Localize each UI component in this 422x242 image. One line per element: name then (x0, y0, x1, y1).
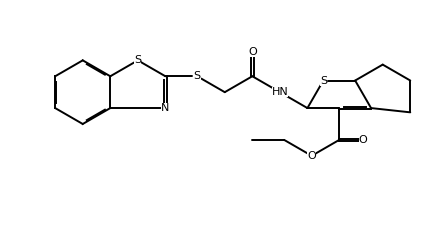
Text: N: N (161, 103, 170, 113)
Text: S: S (134, 55, 141, 65)
Text: O: O (359, 135, 368, 145)
Text: O: O (307, 151, 316, 161)
Text: HN: HN (271, 87, 288, 97)
Text: S: S (194, 71, 201, 81)
Text: O: O (248, 47, 257, 57)
Text: S: S (320, 76, 327, 85)
